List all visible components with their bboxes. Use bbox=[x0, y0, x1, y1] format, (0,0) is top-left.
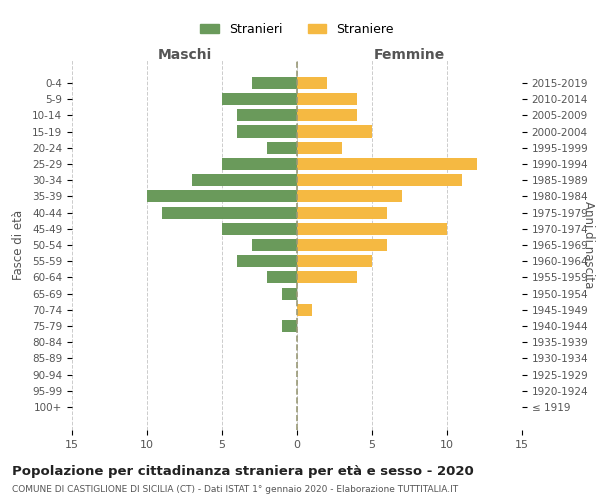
Bar bbox=[297, 206, 387, 218]
Bar bbox=[237, 126, 297, 138]
Bar bbox=[267, 142, 297, 154]
Text: Femmine: Femmine bbox=[374, 48, 445, 62]
Bar bbox=[192, 174, 297, 186]
Y-axis label: Anni di nascita: Anni di nascita bbox=[583, 202, 595, 288]
Bar bbox=[282, 288, 297, 300]
Bar bbox=[297, 126, 372, 138]
Bar bbox=[147, 190, 297, 202]
Bar bbox=[237, 255, 297, 268]
Bar bbox=[297, 93, 357, 105]
Bar bbox=[267, 272, 297, 283]
Bar bbox=[162, 206, 297, 218]
Bar bbox=[297, 222, 447, 235]
Text: COMUNE DI CASTIGLIONE DI SICILIA (CT) - Dati ISTAT 1° gennaio 2020 - Elaborazion: COMUNE DI CASTIGLIONE DI SICILIA (CT) - … bbox=[12, 485, 458, 494]
Bar bbox=[222, 158, 297, 170]
Bar bbox=[297, 272, 357, 283]
Text: Maschi: Maschi bbox=[157, 48, 212, 62]
Bar bbox=[297, 239, 387, 251]
Bar bbox=[282, 320, 297, 332]
Bar bbox=[297, 109, 357, 122]
Text: Popolazione per cittadinanza straniera per età e sesso - 2020: Popolazione per cittadinanza straniera p… bbox=[12, 465, 474, 478]
Bar bbox=[297, 174, 462, 186]
Bar bbox=[297, 77, 327, 89]
Y-axis label: Fasce di età: Fasce di età bbox=[12, 210, 25, 280]
Legend: Stranieri, Straniere: Stranieri, Straniere bbox=[195, 18, 399, 41]
Bar bbox=[222, 93, 297, 105]
Bar bbox=[252, 239, 297, 251]
Bar bbox=[252, 77, 297, 89]
Bar bbox=[222, 222, 297, 235]
Bar bbox=[297, 304, 312, 316]
Bar bbox=[297, 142, 342, 154]
Bar bbox=[237, 109, 297, 122]
Bar bbox=[297, 158, 477, 170]
Bar bbox=[297, 190, 402, 202]
Bar bbox=[297, 255, 372, 268]
